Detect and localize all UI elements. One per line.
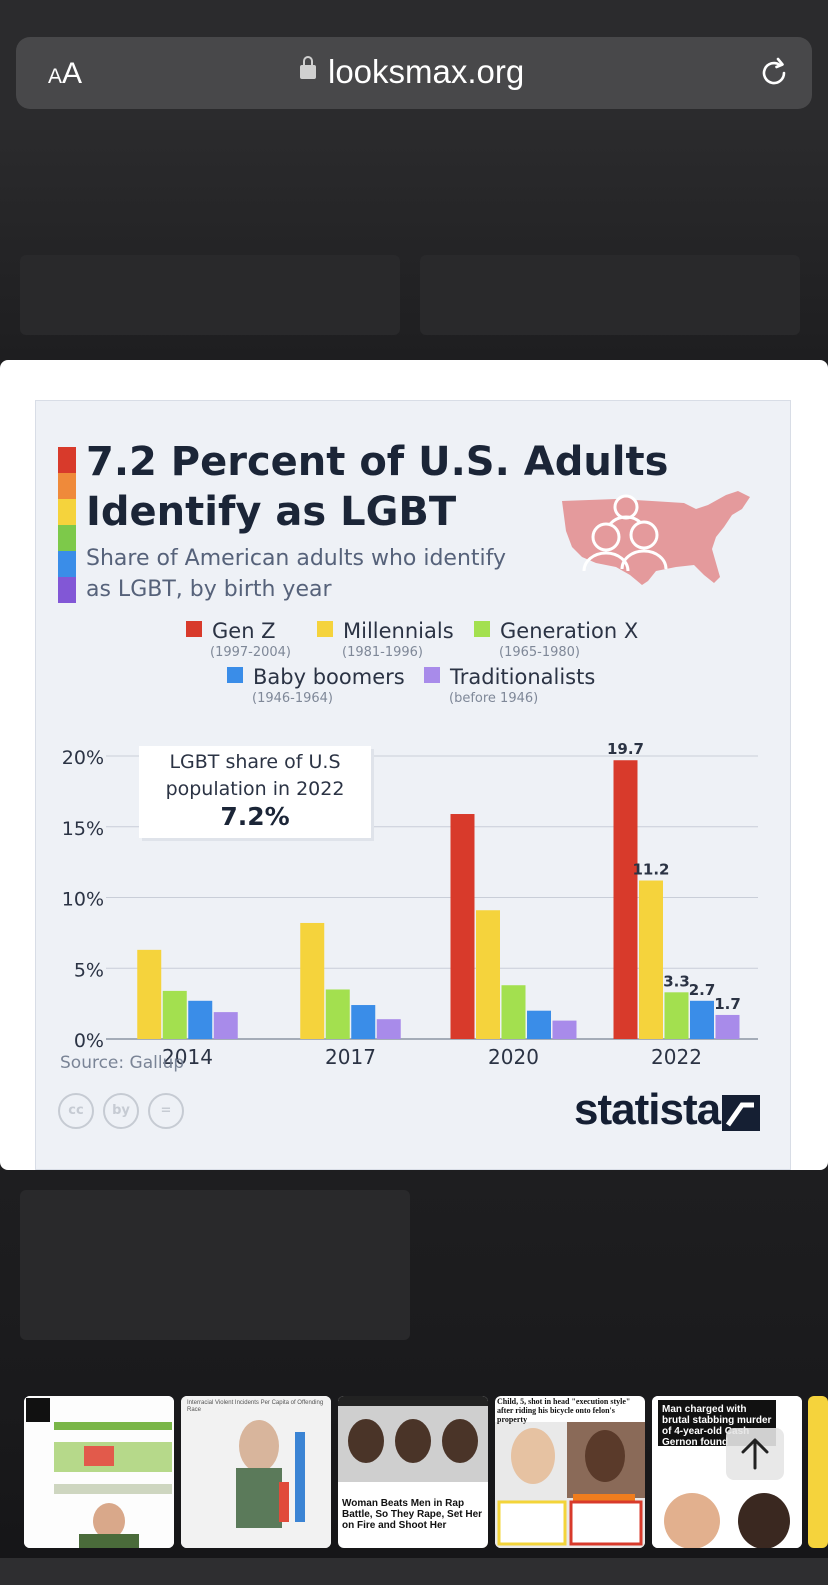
thumbnail-2-caption: Interracial Violent Incidents Per Capita… [187,1400,324,1413]
bar-generation-x-2017 [325,989,350,1039]
bar-baby-boomers-2022 [690,1000,714,1039]
bar-gen-z-2020 [450,814,475,1039]
legend-traditionalists: Traditionalists [424,665,595,689]
legend-millennials-years: (1981-1996) [342,645,424,660]
reload-icon[interactable] [756,55,792,91]
y-tick-label: 20% [62,747,104,769]
url-display[interactable]: looksmax.org [300,53,524,91]
stripe-segment [58,525,76,551]
thumbnail-3-image [338,1396,488,1482]
infographic-subtitle: Share of American adults who identify as… [86,546,507,602]
legend-traditionalists-years: (before 1946) [449,691,539,706]
bar-millennials-2017 [300,922,325,1039]
bar-millennials-2014 [137,949,162,1039]
legend-generation-x: Generation X [474,619,638,643]
browser-toolbar: AA looksmax.org [0,0,828,130]
callout-line2: population in 2022 [165,778,345,800]
bar-baby-boomers-2017 [351,1005,376,1039]
legend-baby-boomers: Baby boomers [227,665,405,689]
attribution-icon: by [103,1093,139,1129]
stripe-segment [58,551,76,577]
related-thumbnails: Interracial Violent Incidents Per Capita… [0,1396,828,1556]
blurred-content-block [420,255,800,335]
address-bar[interactable]: AA looksmax.org [16,37,812,109]
y-tick-label: 15% [62,818,104,840]
statista-logo-text: statista [574,1085,721,1134]
infographic: 7.2 Percent of U.S. Adults Identify as L… [35,400,791,1170]
bar-gen-z-2022 [613,760,638,1039]
stripe-segment [58,499,76,525]
image-lightbox[interactable]: 7.2 Percent of U.S. Adults Identify as L… [0,360,828,1170]
y-tick-label: 10% [62,889,104,911]
license-icons: cc by = [58,1093,193,1133]
stripe-segment [58,447,76,473]
callout-line1: LGBT share of U.S [169,751,341,773]
thumbnail-4-caption: Child, 5, shot in head "execution style"… [497,1397,631,1424]
bar-traditionalists-2014 [213,1012,238,1039]
thumbnail-2[interactable]: Interracial Violent Incidents Per Capita… [181,1396,331,1548]
data-label: 11.2 [632,861,669,879]
stripe-segment [58,473,76,499]
arrow-up-icon [741,1438,769,1470]
thumbnail-1[interactable] [24,1396,174,1548]
bar-chart: 0% 5% 10% 15% 20% 2014 2017 2020 19.7 11.2 3.32.71… [62,740,758,1069]
thumbnail-3[interactable]: Woman Beats Men in Rap Battle, So They R… [338,1396,488,1548]
infographic-title: 7.2 Percent of U.S. Adults Identify as L… [86,439,669,535]
x-tick-label: 2014 [162,1045,213,1069]
legend-millennials: Millennials [317,619,454,643]
bar-millennials-2022 [639,880,663,1039]
thumbnail-3-caption: Woman Beats Men in Rap Battle, So They R… [342,1498,483,1531]
x-tick-label: 2017 [325,1045,376,1069]
thumbnail-6-partial[interactable] [808,1396,828,1548]
bar-generation-x-2014 [162,990,187,1039]
x-tick-label: 2022 [651,1045,702,1069]
scroll-to-top-button[interactable] [726,1428,784,1480]
thumbnail-4[interactable]: Child, 5, shot in head "execution style"… [495,1396,645,1548]
blurred-content-block [20,1190,410,1340]
thumbnail-2-image [181,1396,331,1548]
y-tick-label: 5% [74,959,104,981]
usa-map-icon [562,491,750,585]
data-label: 1.7 [714,995,741,1013]
y-tick-label: 0% [74,1030,104,1052]
blurred-content-block [20,255,400,335]
thumbnail-4-image [495,1422,645,1548]
data-label: 2.7 [689,981,716,999]
statista-logo-icon [722,1095,760,1131]
bar-generation-x-2022 [664,992,689,1039]
reader-text-size-button[interactable]: AA [48,57,83,90]
bar-traditionalists-2017 [376,1019,401,1039]
bar-baby-boomers-2020 [527,1010,551,1039]
bar-traditionalists-2022 [715,1014,740,1039]
legend-baby-boomers-years: (1946-1964) [252,691,334,706]
bar-traditionalists-2020 [552,1020,577,1039]
data-label: 19.7 [607,740,644,758]
callout-value: 7.2% [220,802,290,831]
legend-gen-z-years: (1997-2004) [210,645,292,660]
legend-generation-x-years: (1965-1980) [499,645,581,660]
legend-gen-z: Gen Z [186,619,276,643]
thumbnail-1-image [24,1396,174,1548]
bottom-bar [0,1558,828,1585]
rainbow-stripe [58,447,76,603]
data-label: 3.3 [663,972,690,990]
x-tick-label: 2020 [488,1045,539,1069]
callout-box: LGBT share of U.S population in 2022 7.2… [139,746,371,838]
bar-baby-boomers-2014 [188,1000,213,1039]
lock-icon [300,56,316,79]
no-derivatives-icon: = [148,1093,184,1129]
thumbnail-5-caption: Man charged with brutal stabbing murder … [662,1404,772,1470]
bar-millennials-2020 [476,910,500,1039]
source-text: Source: Gallup [60,1053,185,1073]
stripe-segment [58,577,76,603]
bar-generation-x-2020 [501,985,526,1039]
cc-icon: cc [58,1093,94,1129]
